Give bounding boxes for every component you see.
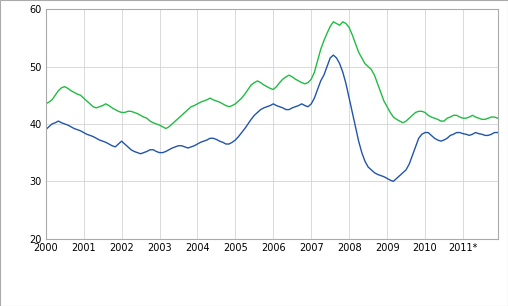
Building permits granted: [43, 102, 49, 106]
Building permits granted: [74, 92, 80, 96]
Building permits granted: [163, 127, 169, 130]
Line: Building starts: Building starts: [46, 55, 498, 181]
Building permits granted: [185, 108, 191, 111]
Building starts: [43, 128, 49, 132]
Building starts: [368, 168, 374, 172]
Building starts: [412, 145, 419, 149]
Building permits granted: [412, 110, 419, 114]
Building starts: [390, 179, 396, 183]
Building permits granted: [495, 116, 501, 120]
Building permits granted: [109, 106, 115, 110]
Building permits granted: [419, 110, 425, 113]
Building permits granted: [330, 20, 336, 24]
Building starts: [74, 128, 80, 132]
Building starts: [330, 53, 336, 57]
Building starts: [419, 132, 425, 136]
Building starts: [495, 131, 501, 134]
Line: Building permits granted: Building permits granted: [46, 22, 498, 129]
Building starts: [182, 145, 188, 149]
Building permits granted: [371, 73, 377, 77]
Building starts: [109, 144, 115, 147]
